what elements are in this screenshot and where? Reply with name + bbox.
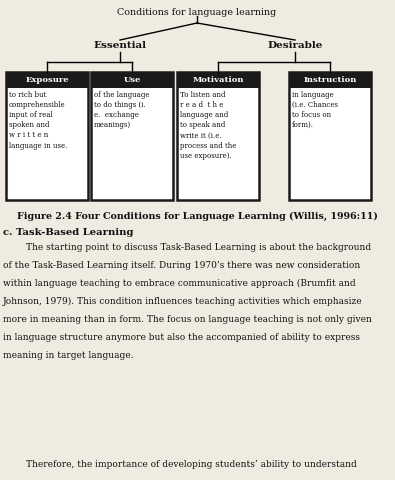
Text: Figure 2.4 Four Conditions for Language Learning (Willis, 1996:11): Figure 2.4 Four Conditions for Language …: [17, 212, 378, 221]
Text: in language
(i.e. Chances
to focus on
form).: in language (i.e. Chances to focus on fo…: [292, 91, 338, 129]
Text: of the Task-Based Learning itself. During 1970’s there was new consideration: of the Task-Based Learning itself. Durin…: [3, 261, 360, 270]
Text: within language teaching to embrace communicative approach (Brumfit and: within language teaching to embrace comm…: [3, 279, 356, 288]
Text: Motivation: Motivation: [192, 76, 244, 84]
Bar: [91, 72, 173, 88]
Text: The starting point to discuss Task-Based Learning is about the background: The starting point to discuss Task-Based…: [3, 243, 371, 252]
Text: meaning in target language.: meaning in target language.: [3, 351, 134, 360]
Text: Exposure: Exposure: [25, 76, 69, 84]
Text: more in meaning than in form. The focus on language teaching is not only given: more in meaning than in form. The focus …: [3, 315, 372, 324]
Bar: [177, 72, 259, 88]
Text: to rich but
comprehensible
input of real
spoken and
w r i t t e n
language in us: to rich but comprehensible input of real…: [9, 91, 68, 149]
Text: Essential: Essential: [94, 41, 147, 50]
Bar: [6, 72, 88, 88]
Bar: [289, 72, 371, 88]
Text: Desirable: Desirable: [267, 41, 323, 50]
Text: Therefore, the importance of developing students’ ability to understand: Therefore, the importance of developing …: [3, 460, 357, 469]
Text: in language structure anymore but also the accompanied of ability to express: in language structure anymore but also t…: [3, 333, 360, 342]
Bar: [6, 72, 88, 200]
Text: Conditions for language learning: Conditions for language learning: [117, 8, 276, 17]
Text: Johnson, 1979). This condition influences teaching activities which emphasize: Johnson, 1979). This condition influence…: [3, 297, 363, 306]
Text: Use: Use: [123, 76, 141, 84]
Text: c. Task-Based Learning: c. Task-Based Learning: [3, 228, 134, 237]
Bar: [177, 72, 259, 200]
Bar: [289, 72, 371, 200]
Bar: [91, 72, 173, 200]
Text: of the language
to do things (i.
e.  exchange
meanings): of the language to do things (i. e. exch…: [94, 91, 149, 129]
Text: To listen and
r e a d  t h e
language and
to speak and
write it (i.e.
process an: To listen and r e a d t h e language and…: [180, 91, 236, 159]
Text: Instruction: Instruction: [303, 76, 357, 84]
